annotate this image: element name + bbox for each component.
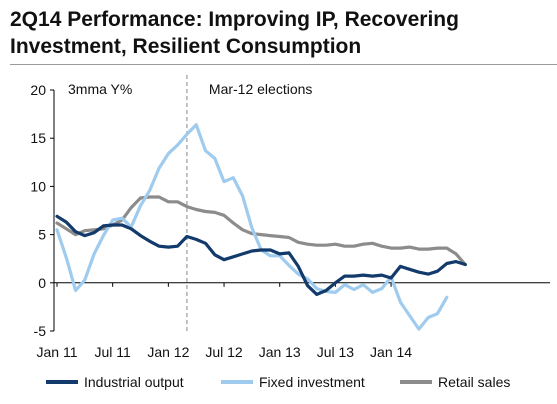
x-tick-label: Jan 14 [370, 344, 412, 360]
title-divider [10, 64, 557, 65]
y-tick-label: 5 [38, 227, 46, 243]
legend-swatch-fixed-investment [221, 380, 253, 384]
y-axis-unit-label: 3mma Y% [68, 81, 132, 97]
legend-swatch-retail-sales [400, 380, 432, 384]
legend-item-fixed-investment: Fixed investment [221, 372, 365, 392]
y-tick-label: 10 [30, 178, 46, 194]
y-tick-label: 15 [30, 130, 46, 146]
legend-swatch-industrial-output [46, 380, 78, 384]
x-tick-label: Jul 12 [205, 344, 243, 360]
legend-label-retail-sales: Retail sales [438, 374, 511, 390]
legend-label-fixed-investment: Fixed investment [259, 374, 365, 390]
x-tick-label: Jul 11 [95, 344, 132, 360]
x-tick-label: Jul 13 [317, 344, 355, 360]
legend-item-industrial-output: Industrial output [46, 372, 184, 392]
legend-label-industrial-output: Industrial output [84, 374, 184, 390]
y-tick-label: 0 [38, 275, 46, 291]
chart-legend: Industrial output Fixed investment Retai… [20, 372, 550, 392]
legend-item-retail-sales: Retail sales [400, 372, 510, 392]
series-line-industrial-output [55, 214, 467, 296]
chart-annotation: Mar-12 elections [186, 75, 312, 331]
series-line-retail-sales [55, 195, 467, 267]
chart-axes: -5 0 5 10 15 20 Jan 11 Jul 11 Jan 12 Jul 12 Jan 13… [30, 82, 550, 360]
series-line-fixed-investment [55, 123, 449, 331]
x-tick-label: Jan 12 [147, 344, 189, 360]
y-tick-label: 20 [30, 82, 46, 98]
y-tick-label: -5 [34, 323, 47, 339]
chart-title: 2Q14 Performance: Improving IP, Recoveri… [10, 8, 459, 58]
x-tick-label: Jan 11 [37, 344, 78, 360]
x-tick-label: Jan 13 [259, 344, 301, 360]
chart-series [55, 123, 467, 331]
annotation-label: Mar-12 elections [209, 81, 312, 97]
